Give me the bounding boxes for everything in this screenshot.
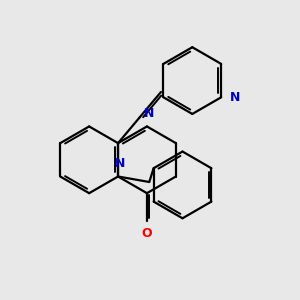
Text: N: N [230, 91, 240, 104]
Text: N: N [144, 107, 154, 120]
Text: N: N [115, 157, 125, 170]
Text: O: O [142, 227, 152, 240]
